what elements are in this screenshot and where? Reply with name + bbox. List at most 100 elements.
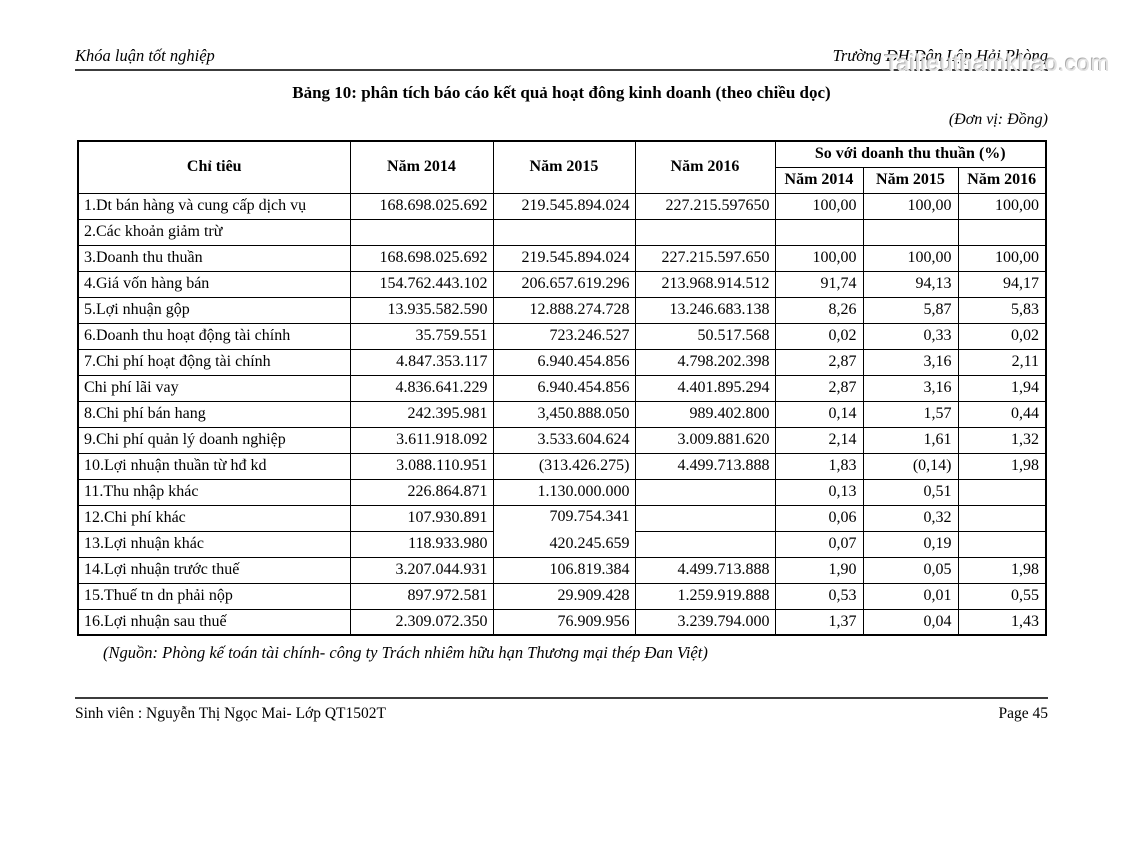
table-row: 13.Lợi nhuận khác 118.933.980 420.245.659 0…	[77, 530, 1047, 558]
row-label-cell: 11.Thu nhập khác	[77, 478, 351, 506]
pct-cell-2015: 3,16	[862, 374, 959, 402]
table-row: 11.Thu nhập khác 226.864.871 1.130.000.000…	[77, 478, 1047, 506]
value-cell-2016: 3.009.881.620	[634, 426, 776, 454]
value-cell-2016	[634, 504, 776, 532]
pct-cell-2014: 1,37	[774, 608, 864, 636]
value-cell-2016: 227.215.597.650	[634, 244, 776, 272]
table-row: 14.Lợi nhuận trước thuế 3.207.044.931 106.…	[77, 556, 1047, 584]
value-cell-2015: 29.909.428	[492, 582, 636, 610]
pct-cell-2016: 1,98	[957, 556, 1047, 584]
value-cell-2015: 76.909.956	[492, 608, 636, 636]
value-cell-2014: 4.836.641.229	[349, 374, 494, 402]
value-cell-2015: 6.940.454.856	[492, 348, 636, 376]
pct-cell-2016	[957, 504, 1047, 532]
pct-cell-2016: 0,02	[957, 322, 1047, 350]
value-cell-2016: 4.798.202.398	[634, 348, 776, 376]
table-header: Chỉ tiêu Năm 2014 Năm 2015 Năm 2016 So v…	[77, 140, 1047, 194]
table-row: Chi phí lãi vay 4.836.641.229 6.940.454.85…	[77, 374, 1047, 402]
value-cell-2015: 1.130.000.000	[492, 478, 636, 506]
value-cell-2016: 4.499.713.888	[634, 452, 776, 480]
value-cell-2014: 226.864.871	[349, 478, 494, 506]
footer-student: Sinh viên : Nguyễn Thị Ngọc Mai- Lớp QT1…	[75, 705, 386, 722]
value-cell-2014: 168.698.025.692	[349, 244, 494, 272]
table-row: 4.Giá vốn hàng bán 154.762.443.102 206.657…	[77, 270, 1047, 298]
pct-cell-2014: 0,02	[774, 322, 864, 350]
row-label-cell: 9.Chi phí quản lý doanh nghiệp	[77, 426, 351, 454]
value-cell-2015: 723.246.527	[492, 322, 636, 350]
value-cell-2016: 4.401.895.294	[634, 374, 776, 402]
site-watermark: Tailieuthamkhao.com	[884, 50, 1110, 76]
running-head: Khóa luận tốt nghiệp Trường ĐH Dân Lập H…	[75, 46, 1048, 71]
table-row: 8.Chi phí bán hang 242.395.981 3,450.888.0…	[77, 400, 1047, 428]
page-content: Khóa luận tốt nghiệp Trường ĐH Dân Lập H…	[75, 46, 1048, 723]
value-cell-2016: 213.968.914.512	[634, 270, 776, 298]
row-label-cell: 15.Thuế tn dn phải nộp	[77, 582, 351, 610]
pct-cell-2014: 1,90	[774, 556, 864, 584]
pct-cell-2015: 100,00	[862, 244, 959, 272]
pct-col-header-nam-2015: Năm 2015	[862, 166, 959, 194]
page-footer: Sinh viên : Nguyễn Thị Ngọc Mai- Lớp QT1…	[75, 697, 1048, 723]
pct-cell-2014	[774, 218, 864, 246]
unit-note: (Đơn vị: Đồng)	[948, 111, 1048, 128]
pct-cell-2015: 0,19	[862, 530, 959, 558]
value-cell-2016: 3.239.794.000	[634, 608, 776, 636]
value-cell-2014	[349, 218, 494, 246]
row-label-cell: 16.Lợi nhuận sau thuế	[77, 608, 351, 636]
value-cell-2014: 897.972.581	[349, 582, 494, 610]
value-cell-2014: 3.207.044.931	[349, 556, 494, 584]
pct-cell-2016: 100,00	[957, 244, 1047, 272]
row-label-cell: 10.Lợi nhuận thuần từ hđ kd	[77, 452, 351, 480]
pct-cell-2015: 0,51	[862, 478, 959, 506]
row-label-cell: 12.Chi phí khác	[77, 504, 351, 532]
value-cell-2014: 4.847.353.117	[349, 348, 494, 376]
pct-cell-2014: 100,00	[774, 244, 864, 272]
row-label-cell: 2.Các khoản giảm trừ	[77, 218, 351, 246]
pct-cell-2016: 100,00	[957, 192, 1047, 220]
running-head-left: Khóa luận tốt nghiệp	[75, 46, 215, 65]
header-row-1: Chỉ tiêu Năm 2014 Năm 2015 Năm 2016 So v…	[77, 140, 1047, 194]
pct-col-header-nam-2016: Năm 2016	[957, 166, 1047, 194]
pct-cell-2014: 91,74	[774, 270, 864, 298]
value-cell-2014: 2.309.072.350	[349, 608, 494, 636]
pct-cell-2015: 94,13	[862, 270, 959, 298]
row-label-cell: 8.Chi phí bán hang	[77, 400, 351, 428]
value-cell-2015: 420.245.659	[492, 531, 636, 558]
value-cell-2016: 1.259.919.888	[634, 582, 776, 610]
pct-cell-2014: 100,00	[774, 192, 864, 220]
value-cell-2015: 6.940.454.856	[492, 374, 636, 402]
pct-cell-2016: 5,83	[957, 296, 1047, 324]
pct-cell-2015: 0,01	[862, 582, 959, 610]
row-label-cell: 4.Giá vốn hàng bán	[77, 270, 351, 298]
pct-cell-2015: 3,16	[862, 348, 959, 376]
pct-cell-2016: 2,11	[957, 348, 1047, 376]
value-cell-2014: 35.759.551	[349, 322, 494, 350]
value-cell-2014: 154.762.443.102	[349, 270, 494, 298]
value-cell-2016: 4.499.713.888	[634, 556, 776, 584]
pct-cell-2014: 2,87	[774, 348, 864, 376]
pct-cell-2015: 0,33	[862, 322, 959, 350]
pct-cell-2015: 1,61	[862, 426, 959, 454]
row-label-cell: 14.Lợi nhuận trước thuế	[77, 556, 351, 584]
pct-cell-2016: 0,44	[957, 400, 1047, 428]
col-header-chi-tieu: Chỉ tiêu	[77, 140, 351, 194]
table-row: 9.Chi phí quản lý doanh nghiệp 3.611.918.…	[77, 426, 1047, 454]
value-cell-2016: 227.215.597650	[634, 192, 776, 220]
value-cell-2015: 3,450.888.050	[492, 400, 636, 428]
pct-cell-2016: 1,43	[957, 608, 1047, 636]
running-head-right: Trường ĐH Dân Lập Hải Phòng	[832, 46, 1048, 65]
table-row: 6.Doanh thu hoạt động tài chính 35.759.55…	[77, 322, 1047, 350]
pct-cell-2015: 0,04	[862, 608, 959, 636]
value-cell-2015: (313.426.275)	[492, 452, 636, 480]
header-row-2: Năm 2014 Năm 2015 Năm 2016	[78, 166, 1047, 194]
col-header-nam-2016: Năm 2016	[634, 140, 776, 194]
value-cell-2015: 219.545.894.024	[492, 244, 636, 272]
value-cell-2016: 13.246.683.138	[634, 296, 776, 324]
table-row: 3.Doanh thu thuần 168.698.025.692 219.545.…	[77, 244, 1047, 272]
pct-cell-2015: (0,14)	[862, 452, 959, 480]
row-label-cell: 3.Doanh thu thuần	[77, 244, 351, 272]
pct-cell-2015: 0,32	[862, 504, 959, 532]
row-label-cell: 1.Dt bán hàng và cung cấp dịch vụ	[77, 192, 351, 220]
value-cell-2014: 107.930.891	[349, 504, 494, 532]
value-cell-2015: 709.754.341	[492, 504, 636, 531]
row-label-cell: 13.Lợi nhuận khác	[77, 530, 351, 558]
